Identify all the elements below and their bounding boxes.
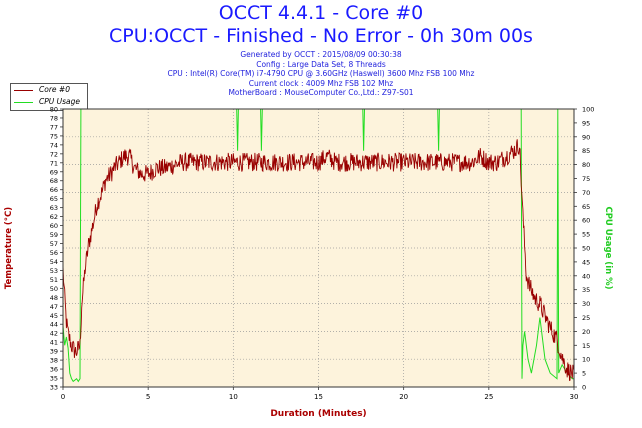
y-right-tick-label: 35 [582, 286, 590, 294]
y-right-tick-label: 60 [582, 217, 590, 225]
legend-swatch-core0 [14, 90, 33, 91]
legend-swatch-cpu-usage [14, 102, 33, 103]
y-left-tick-label: 75 [50, 132, 58, 140]
y-left-tick-label: 72 [50, 150, 58, 158]
y-right-tick-label: 55 [582, 231, 590, 239]
y-left-tick-label: 63 [50, 204, 58, 212]
info-block: Generated by OCCT : 2015/08/09 00:30:38 … [0, 50, 642, 98]
info-motherboard: MotherBoard : MouseComputer Co.,Ltd.: Z9… [228, 88, 414, 98]
y-right-tick-label: 100 [582, 106, 594, 114]
y-left-tick-label: 66 [50, 186, 58, 194]
y-right-tick-label: 70 [582, 189, 590, 197]
y-left-tick-label: 56 [50, 249, 58, 257]
y-right-tick-label: 40 [582, 272, 590, 280]
y-left-tick-label: 51 [50, 276, 58, 284]
x-axis-label: Duration (Minutes) [270, 409, 366, 419]
legend-label-core0: Core #0 [39, 85, 70, 94]
y-left-tick-label: 74 [50, 141, 58, 149]
y-left-tick-label: 54 [50, 258, 58, 266]
y-right-tick-label: 25 [582, 314, 590, 322]
y-left-tick-label: 80 [50, 106, 58, 114]
y-left-tick-label: 78 [50, 114, 58, 122]
y-left-tick-label: 77 [50, 123, 58, 131]
chart-title: OCCT 4.4.1 - Core #0 [218, 2, 424, 24]
y-left-tick-label: 44 [50, 321, 58, 329]
y-right-tick-label: 10 [582, 356, 590, 364]
info-clock: Current clock : 4009 Mhz FSB 102 Mhz [248, 78, 394, 88]
legend-label-cpu-usage: CPU Usage [39, 97, 81, 106]
info-config: Config : Large Data Set, 8 Threads [256, 59, 386, 69]
y-left-tick-label: 33 [50, 384, 58, 392]
series-line-core0 [62, 139, 575, 381]
x-tick-label: 0 [61, 393, 65, 401]
y-right-tick-label: 85 [582, 147, 590, 155]
y-axis-left: 3335363839414244454748505153545657596062… [50, 106, 63, 392]
x-tick-label: 30 [570, 393, 579, 401]
y-left-tick-label: 48 [50, 294, 58, 302]
x-tick-label: 15 [314, 393, 323, 401]
y-left-tick-label: 42 [50, 330, 58, 338]
legend-item-core0: Core #0 [11, 84, 87, 96]
y-right-tick-label: 45 [582, 258, 590, 266]
series-layer [62, 108, 575, 383]
plot-border [62, 108, 575, 388]
y-right-tick-label: 5 [582, 370, 586, 378]
y-left-tick-label: 38 [50, 357, 58, 365]
y-right-tick-label: 65 [582, 203, 590, 211]
y-left-tick-label: 45 [50, 312, 58, 320]
y-left-tick-label: 59 [50, 231, 58, 239]
y-left-tick-label: 47 [50, 303, 58, 311]
x-tick-label: 10 [229, 393, 238, 401]
series-line-cpu-usage [62, 108, 574, 383]
y-right-tick-label: 90 [582, 133, 590, 141]
x-axis: 0 5 10 15 20 25 30 [61, 387, 579, 401]
y-left-tick-label: 65 [50, 195, 58, 203]
y-right-tick-label: 50 [582, 245, 590, 253]
y-left-tick-label: 71 [50, 159, 58, 167]
chart-legend: Core #0 CPU Usage [10, 83, 88, 111]
y-left-tick-label: 39 [50, 348, 58, 356]
y-right-tick-label: 75 [582, 175, 590, 183]
y-axis-right-label: CPU Usage (in %) [603, 206, 613, 289]
x-tick-label: 20 [399, 393, 408, 401]
y-left-tick-label: 69 [50, 168, 58, 176]
y-right-tick-label: 30 [582, 300, 590, 308]
info-generated: Generated by OCCT : 2015/08/09 00:30:38 [240, 50, 402, 59]
x-tick-label: 5 [146, 393, 150, 401]
y-left-tick-label: 53 [50, 267, 58, 275]
chart-subtitle: CPU:OCCT - Finished - No Error - 0h 30m … [109, 25, 533, 47]
y-left-tick-label: 60 [50, 222, 58, 230]
y-left-tick-label: 68 [50, 177, 58, 185]
y-left-tick-label: 35 [50, 375, 58, 383]
y-right-tick-label: 95 [582, 119, 590, 127]
y-left-tick-label: 36 [50, 366, 58, 374]
y-left-tick-label: 50 [50, 285, 58, 293]
y-right-tick-label: 15 [582, 342, 590, 350]
legend-item-cpu-usage: CPU Usage [11, 96, 87, 108]
y-axis-right: 0 5 10 15 20 25 30 35 40 45 50 55 60 65 70 75 80 85 90 95 10… [574, 106, 594, 392]
info-cpu: CPU : Intel(R) Core(TM) i7-4790 CPU @ 3.… [167, 69, 475, 79]
y-right-tick-label: 0 [582, 384, 586, 392]
y-right-tick-label: 20 [582, 328, 590, 336]
y-left-tick-label: 57 [50, 240, 58, 248]
y-axis-left-label: Temperature (°C) [4, 207, 14, 289]
x-tick-label: 25 [484, 393, 493, 401]
y-left-tick-label: 41 [50, 339, 58, 347]
y-left-tick-label: 62 [50, 213, 58, 221]
y-right-tick-label: 80 [582, 161, 590, 169]
